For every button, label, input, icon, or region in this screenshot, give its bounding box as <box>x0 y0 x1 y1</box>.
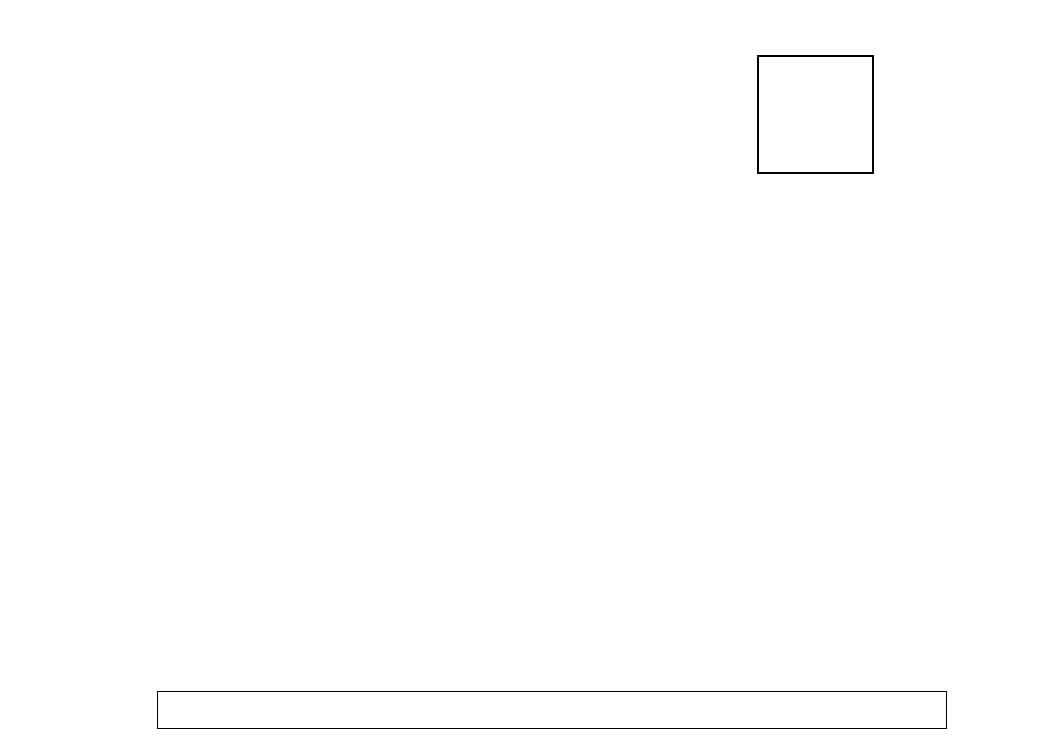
altitude-vs-latitude-panel <box>757 160 858 655</box>
time-colorbar <box>157 691 947 729</box>
altitude-vs-longitude-panel <box>240 55 750 158</box>
station-count-panel <box>757 55 874 174</box>
map-panel <box>240 160 750 655</box>
